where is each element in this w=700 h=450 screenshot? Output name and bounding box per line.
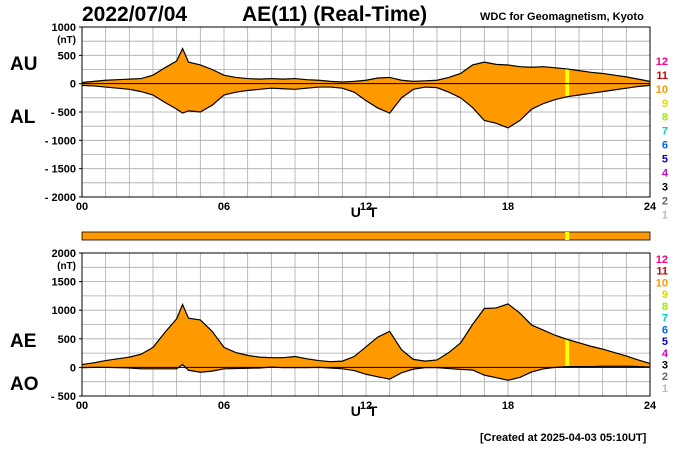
station-count-label: 3 [662,359,668,371]
station-count-label: 10 [656,277,668,289]
station-count-label: 12 [656,56,668,68]
station-count-label: 2 [662,195,668,207]
station-count-label: 5 [662,336,668,348]
station-count-label: 4 [662,167,669,179]
station-count-label: 4 [662,348,669,360]
station-count-label: 1 [662,383,668,395]
x-tick-label: 06 [218,201,230,213]
series-label-ao: AO [10,374,39,395]
station-count-label: 7 [662,126,668,138]
station-count-label: 3 [662,181,668,193]
created-timestamp: [Created at 2025-04-03 05:10UT] [480,432,647,444]
x-axis-title: U T [351,204,380,220]
envelope-fill [82,48,650,128]
y-unit-label: (nT) [57,35,76,46]
y-unit-label: (nT) [57,261,76,272]
x-tick-label: 18 [502,201,514,213]
y-tick-label: 0 [70,79,76,91]
envelope-fill [82,303,650,381]
plot-date: 2022/07/04 [82,3,188,26]
series-label-al: AL [10,107,36,128]
y-tick-label: - 500 [51,107,76,119]
series-label-ae: AE [10,331,36,352]
station-count-label: 6 [662,324,668,336]
plot-title: AE(11) (Real-Time) [242,3,428,26]
y-tick-label: - 500 [51,391,76,403]
x-tick-label: 00 [76,400,88,412]
station-count-label: 5 [662,154,668,166]
station-count-label: 8 [662,301,668,313]
plot-frame [81,252,651,397]
station-count-label: 9 [662,98,668,110]
x-tick-label: 06 [218,400,230,412]
highlight-marker [565,68,570,97]
x-tick-label: 12 [360,201,372,213]
station-count-label: 7 [662,313,668,325]
series-line-ae [81,302,651,366]
panel-1: 1000 500 0 - 500 - 1000 - 1500 - 2000 (nT) 00 06 1… [10,22,669,221]
y-tick-label: 500 [58,50,76,62]
station-count-label: 9 [662,289,668,301]
station-count-label: 11 [656,266,668,278]
y-tick-label: 0 [70,362,76,374]
highlight-marker [565,339,570,367]
y-tick-label: - 1000 [45,135,76,147]
station-count-label: 12 [656,254,668,266]
station-count-label: 1 [662,209,668,221]
station-count-label: 11 [656,70,668,82]
x-tick-label: 24 [644,201,657,213]
y-tick-label: 1000 [52,22,76,34]
status-bar-highlight [565,232,570,240]
series-line-au [81,47,651,84]
y-tick-label: - 2000 [45,192,76,204]
y-tick-label: 1000 [52,305,76,317]
x-axis-title: U T [351,403,380,419]
x-tick-label: 00 [76,201,88,213]
station-count-label: 10 [656,84,668,96]
series-line-al [81,84,651,129]
x-tick-label: 12 [360,400,372,412]
source-label: WDC for Geomagnetism, Kyoto [480,11,644,23]
y-tick-label: 2000 [52,248,76,260]
x-tick-label: 18 [502,400,514,412]
status-bar [81,231,651,241]
station-count-label: 6 [662,140,668,152]
x-tick-label: 24 [644,400,657,412]
y-tick-label: 1500 [52,277,76,289]
y-tick-label: 500 [58,334,76,346]
series-label-au: AU [10,54,37,75]
y-tick-label: - 1500 [45,164,76,176]
station-count-label: 2 [662,371,668,383]
station-count-label: 8 [662,112,668,124]
